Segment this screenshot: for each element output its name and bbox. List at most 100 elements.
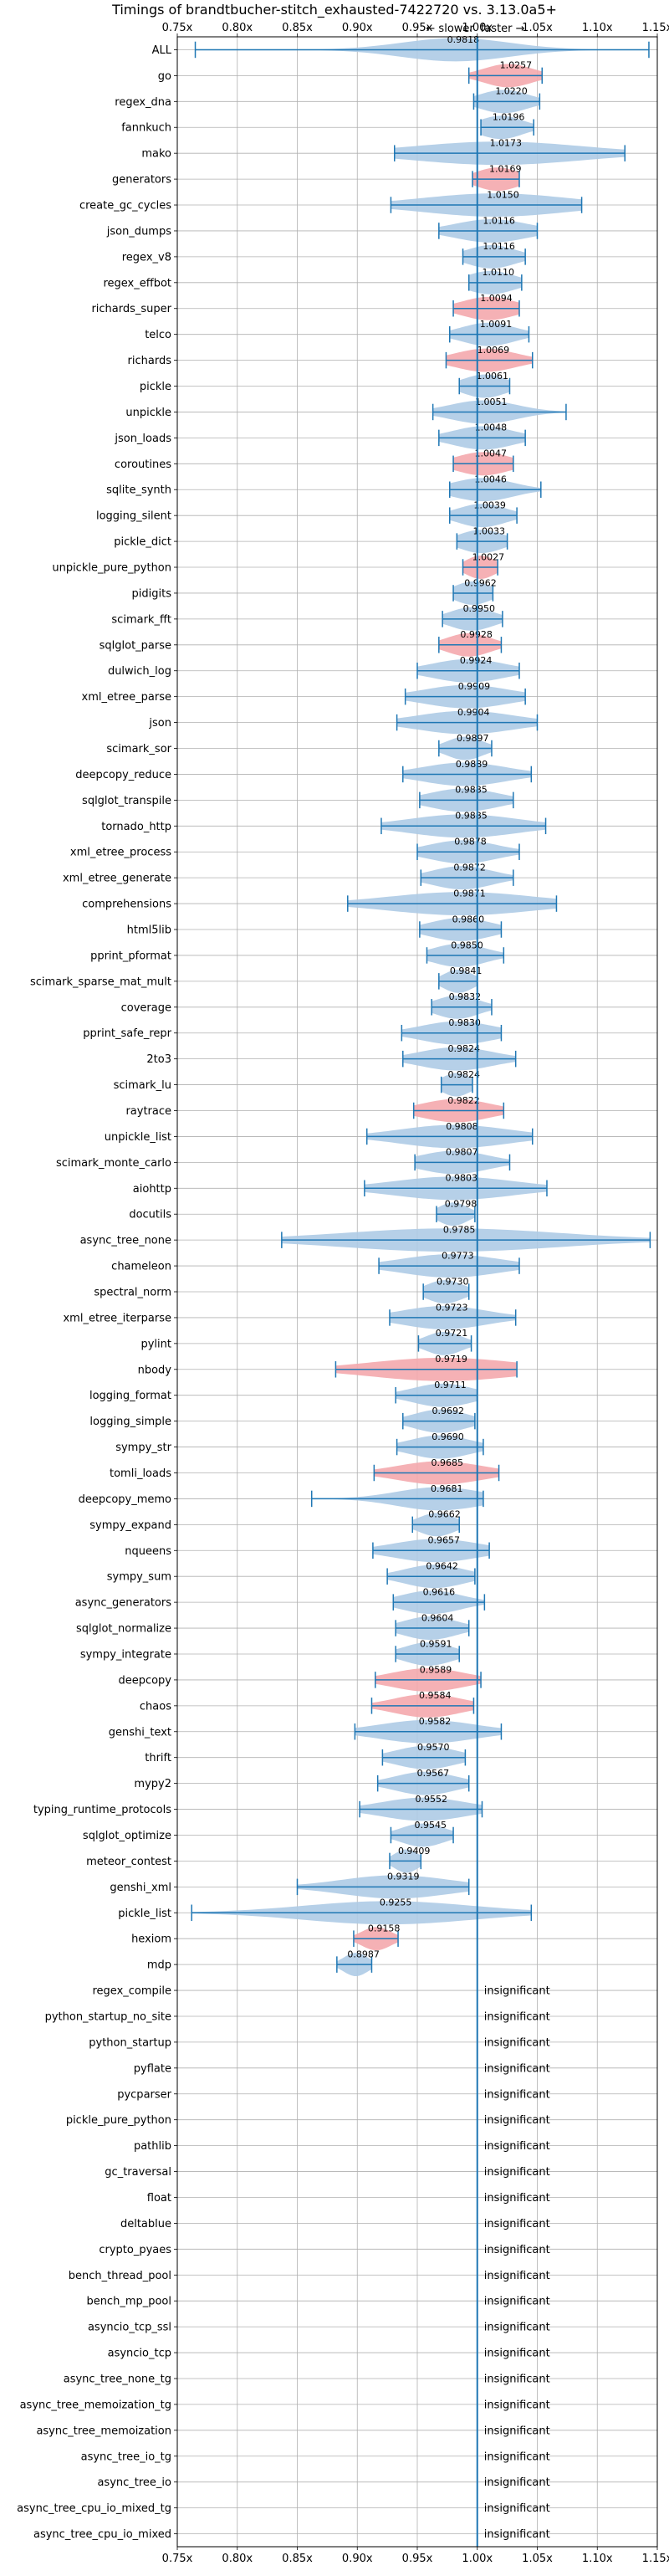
benchmark-label: pathlib: [134, 2140, 171, 2153]
benchmark-label: json_dumps: [106, 225, 171, 238]
mean-value-label: 1.0150: [487, 189, 519, 200]
insignificant-label: insignificant: [484, 2140, 550, 2153]
benchmark-label: raytrace: [125, 1105, 171, 1118]
benchmark-label: create_gc_cycles: [79, 200, 171, 213]
insignificant-label: insignificant: [484, 2166, 550, 2179]
mean-value-label: 0.9785: [443, 1224, 476, 1235]
benchmark-label: logging_silent: [96, 510, 171, 523]
x-tick-label-bottom: 1.10x: [582, 2553, 613, 2565]
benchmark-label: tomli_loads: [110, 1467, 171, 1480]
mean-value-label: 0.9850: [451, 940, 483, 950]
benchmark-label: async_tree_memoization_tg: [20, 2399, 171, 2411]
insignificant-label: insignificant: [484, 1985, 550, 1998]
mean-value-label: 0.9818: [447, 34, 480, 45]
mean-value-label: 0.9924: [460, 655, 493, 666]
mean-value-label: 1.0046: [474, 474, 507, 485]
benchmark-label: pyflate: [134, 2062, 171, 2075]
benchmark-label: hexiom: [131, 1933, 171, 1946]
mean-value-label: 0.9878: [454, 837, 487, 848]
mean-value-label: 0.9860: [452, 914, 485, 924]
mean-value-label: 0.9824: [447, 1043, 480, 1054]
benchmark-label: xml_etree_parse: [82, 691, 171, 704]
mean-value-label: 0.9730: [437, 1276, 469, 1287]
insignificant-label: insignificant: [484, 2451, 550, 2463]
insignificant-label: insignificant: [484, 2088, 550, 2101]
benchmark-label: chaos: [140, 1700, 171, 1713]
mean-value-label: 1.0257: [500, 60, 533, 71]
benchmark-label: dulwich_log: [108, 665, 171, 678]
mean-value-label: 0.9591: [420, 1638, 452, 1649]
benchmark-label: sqlglot_transpile: [82, 795, 171, 807]
benchmark-label: scimark_sor: [106, 743, 171, 755]
benchmark-label: meteor_contest: [86, 1856, 171, 1868]
benchmark-label: asyncio_tcp: [108, 2348, 171, 2360]
benchmark-label: regex_compile: [92, 1985, 171, 1998]
mean-value-label: 1.0091: [480, 319, 513, 330]
mean-value-label: 0.9685: [432, 1457, 464, 1468]
mean-value-label: 0.9872: [453, 862, 486, 873]
benchmark-label: ALL: [152, 44, 172, 57]
benchmark-label: fannkuch: [121, 122, 171, 135]
benchmark-label: deltablue: [120, 2218, 171, 2230]
mean-value-label: 1.0027: [472, 551, 505, 562]
mean-value-label: 0.9319: [387, 1872, 420, 1882]
insignificant-label: insignificant: [484, 2322, 550, 2334]
benchmark-label: scimark_lu: [114, 1079, 171, 1092]
insignificant-label: insignificant: [484, 2399, 550, 2411]
insignificant-label: insignificant: [484, 2114, 550, 2127]
benchmark-label: async_generators: [75, 1597, 172, 1610]
x-tick-label-top: 1.05x: [522, 22, 553, 34]
mean-value-label: 0.9604: [421, 1612, 454, 1623]
x-tick-label-bottom: 0.95x: [402, 2553, 433, 2565]
benchmark-label: deepcopy_reduce: [75, 769, 171, 781]
benchmark-label: richards: [128, 355, 172, 367]
mean-value-label: 1.0169: [489, 163, 522, 174]
faster-label: faster →: [481, 23, 525, 35]
benchmark-label: float: [147, 2192, 171, 2205]
benchmark-label: go: [158, 70, 171, 83]
mean-value-label: 0.9832: [449, 991, 482, 1002]
benchmark-label: unpickle: [125, 407, 171, 419]
insignificant-label: insignificant: [484, 2244, 550, 2256]
x-tick-label-bottom: 1.00x: [462, 2553, 493, 2565]
benchmark-label: coroutines: [115, 458, 171, 471]
benchmark-label: sympy_integrate: [80, 1648, 171, 1661]
benchmark-label: sqlglot_normalize: [76, 1623, 171, 1636]
insignificant-label: insignificant: [484, 2348, 550, 2360]
benchmark-label: logging_simple: [89, 1416, 171, 1428]
mean-value-label: 0.9692: [432, 1406, 465, 1416]
benchmark-label: logging_format: [89, 1390, 171, 1402]
benchmark-label: scimark_fft: [111, 613, 171, 626]
mean-value-label: 0.9807: [446, 1147, 478, 1158]
insignificant-label: insignificant: [484, 2476, 550, 2489]
mean-value-label: 0.9584: [419, 1690, 451, 1701]
benchmark-label: python_startup: [89, 2036, 171, 2049]
mean-value-label: 0.9721: [436, 1328, 468, 1339]
benchmark-label: xml_etree_generate: [63, 873, 171, 885]
mean-value-label: 1.0110: [483, 267, 515, 278]
mean-value-label: 0.9773: [442, 1250, 474, 1261]
mean-value-label: 0.9822: [447, 1095, 480, 1106]
mean-value-label: 1.0116: [483, 215, 515, 226]
benchmark-label: pickle: [140, 381, 171, 393]
benchmark-label: bench_thread_pool: [69, 2270, 171, 2282]
x-tick-label-top: 0.80x: [222, 22, 253, 34]
mean-value-label: 0.9616: [423, 1586, 456, 1597]
insignificant-label: insignificant: [484, 2502, 550, 2515]
mean-value-label: 1.0196: [493, 112, 525, 123]
plot-frame: [176, 36, 658, 2548]
benchmark-label: async_tree_none: [80, 1235, 171, 1247]
benchmark-label: pickle_list: [118, 1908, 171, 1920]
x-tick-label-bottom: 0.85x: [282, 2553, 313, 2565]
x-tick-label-top: 1.00x: [462, 22, 493, 34]
benchmark-label: asyncio_tcp_ssl: [88, 2322, 171, 2334]
mean-value-label: 0.9885: [455, 811, 488, 822]
benchmark-label: thrift: [145, 1752, 171, 1764]
mean-value-label: 0.9662: [428, 1509, 461, 1520]
benchmark-label: mako: [141, 148, 171, 161]
benchmark-label: typing_runtime_protocols: [33, 1804, 171, 1816]
benchmark-label: xml_etree_process: [70, 847, 171, 859]
mean-value-label: 1.0051: [475, 397, 508, 407]
benchmark-label: richards_super: [91, 303, 171, 315]
mean-value-label: 0.9711: [434, 1380, 467, 1390]
